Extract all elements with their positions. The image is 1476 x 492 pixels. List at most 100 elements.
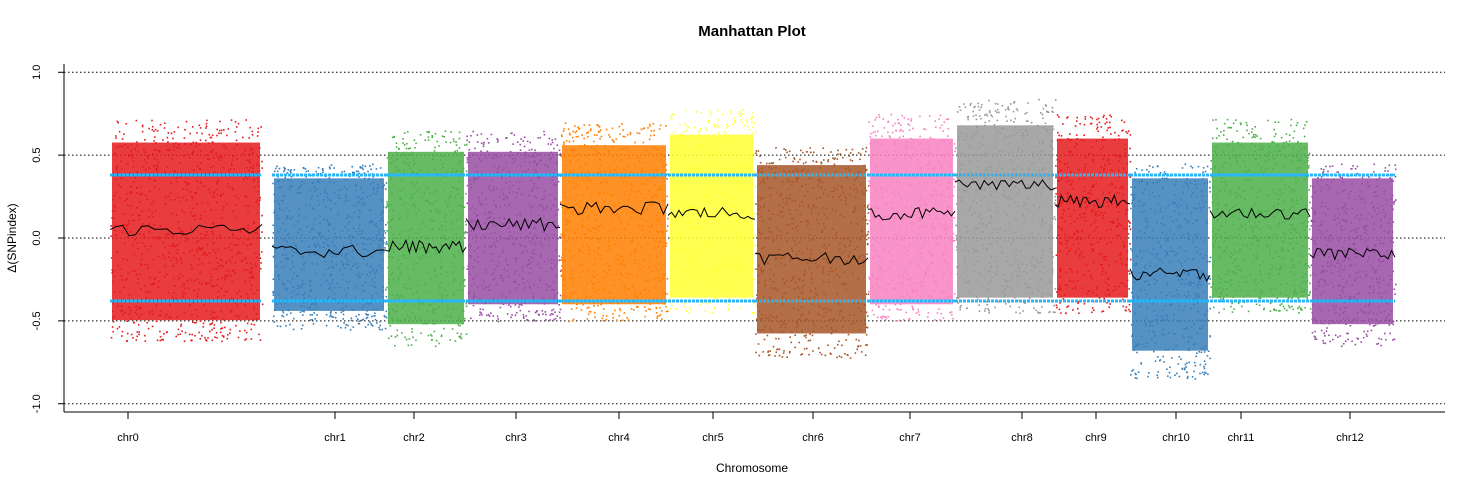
data-point bbox=[871, 309, 874, 312]
data-point bbox=[300, 328, 303, 330]
data-point bbox=[385, 223, 387, 226]
data-point bbox=[260, 262, 262, 264]
data-point bbox=[794, 346, 796, 349]
data-point bbox=[251, 130, 254, 133]
data-point bbox=[370, 168, 372, 171]
data-point bbox=[273, 315, 275, 318]
data-point bbox=[759, 161, 762, 164]
data-point bbox=[395, 142, 398, 144]
data-point bbox=[214, 336, 216, 338]
data-point bbox=[466, 231, 468, 234]
data-point bbox=[590, 128, 592, 130]
data-point bbox=[245, 119, 247, 121]
data-point bbox=[216, 134, 218, 137]
data-point bbox=[793, 157, 795, 159]
data-point bbox=[466, 184, 469, 187]
point-density-band bbox=[112, 142, 260, 321]
data-point bbox=[836, 343, 839, 346]
data-point bbox=[824, 354, 827, 357]
data-point bbox=[384, 316, 386, 318]
data-point bbox=[554, 138, 557, 140]
data-point bbox=[672, 113, 675, 115]
data-point bbox=[777, 338, 780, 340]
data-point bbox=[564, 122, 567, 124]
data-point bbox=[815, 161, 818, 163]
data-point bbox=[938, 308, 940, 310]
data-point bbox=[600, 135, 603, 138]
data-point bbox=[196, 132, 198, 134]
data-point bbox=[210, 136, 213, 139]
data-point bbox=[544, 311, 547, 313]
data-point bbox=[385, 182, 388, 184]
data-point bbox=[596, 124, 598, 126]
data-point bbox=[753, 244, 756, 247]
data-point bbox=[755, 203, 757, 205]
data-point bbox=[290, 175, 293, 178]
data-point bbox=[112, 321, 115, 323]
data-point bbox=[151, 129, 154, 131]
data-point bbox=[727, 308, 730, 311]
data-point bbox=[805, 334, 807, 336]
data-point bbox=[486, 137, 489, 140]
data-point bbox=[762, 351, 764, 353]
data-point bbox=[865, 150, 867, 153]
data-point bbox=[827, 159, 830, 161]
data-point bbox=[472, 130, 474, 133]
data-point bbox=[463, 206, 466, 208]
data-point bbox=[241, 136, 244, 139]
series-chr0 bbox=[110, 119, 264, 343]
data-point bbox=[144, 334, 146, 337]
data-point bbox=[647, 308, 650, 310]
data-point bbox=[177, 126, 179, 129]
data-point bbox=[675, 308, 678, 310]
data-point bbox=[464, 232, 466, 234]
data-point bbox=[842, 156, 844, 159]
data-point bbox=[622, 129, 624, 131]
data-point bbox=[402, 138, 404, 140]
data-point bbox=[685, 125, 688, 127]
data-point bbox=[386, 286, 388, 289]
data-point bbox=[466, 139, 468, 142]
data-point bbox=[117, 121, 119, 124]
data-point bbox=[341, 171, 343, 173]
data-point bbox=[866, 243, 869, 245]
data-point bbox=[330, 314, 332, 316]
data-point bbox=[754, 170, 756, 173]
data-point bbox=[435, 339, 438, 342]
data-point bbox=[723, 130, 725, 133]
data-point bbox=[525, 315, 528, 317]
data-point bbox=[159, 339, 162, 342]
data-point bbox=[864, 354, 867, 356]
data-point bbox=[479, 311, 481, 313]
data-point bbox=[577, 135, 579, 138]
data-point bbox=[211, 134, 214, 137]
data-point bbox=[535, 310, 538, 313]
data-point bbox=[746, 121, 749, 124]
data-point bbox=[440, 335, 443, 338]
data-point bbox=[463, 317, 466, 320]
data-point bbox=[869, 136, 872, 138]
data-point bbox=[840, 356, 843, 358]
data-point bbox=[885, 316, 888, 319]
data-point bbox=[809, 339, 812, 342]
data-point bbox=[830, 151, 832, 153]
data-point bbox=[810, 151, 812, 154]
data-point bbox=[213, 327, 215, 329]
data-point bbox=[449, 339, 451, 341]
data-point bbox=[414, 147, 416, 149]
data-point bbox=[508, 304, 510, 306]
data-point bbox=[514, 314, 517, 317]
data-point bbox=[286, 313, 288, 316]
data-point bbox=[466, 135, 468, 138]
data-point bbox=[583, 124, 586, 126]
data-point bbox=[167, 141, 169, 143]
data-point bbox=[809, 147, 811, 149]
data-point bbox=[273, 321, 276, 323]
data-point bbox=[257, 131, 259, 133]
data-point bbox=[480, 142, 483, 145]
data-point bbox=[541, 310, 544, 312]
data-point bbox=[589, 129, 592, 132]
data-point bbox=[289, 323, 291, 326]
data-point bbox=[379, 328, 381, 331]
data-point bbox=[643, 306, 646, 308]
